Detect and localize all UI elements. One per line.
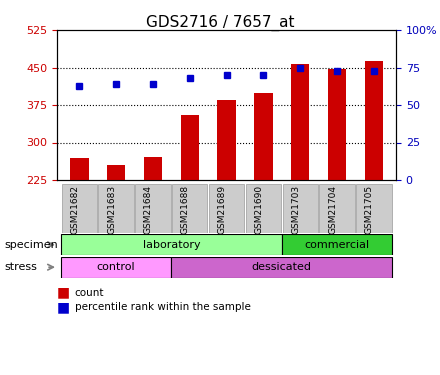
Bar <box>172 184 207 232</box>
Bar <box>70 158 88 180</box>
Bar <box>144 156 162 180</box>
Bar <box>291 64 309 180</box>
Text: GSM21703: GSM21703 <box>291 185 300 234</box>
Bar <box>365 61 383 180</box>
Text: dessicated: dessicated <box>252 262 312 272</box>
Text: GDS2716 / 7657_at: GDS2716 / 7657_at <box>146 15 294 31</box>
Text: GSM21684: GSM21684 <box>144 185 153 234</box>
Text: GSM21683: GSM21683 <box>107 185 116 234</box>
Bar <box>282 234 392 255</box>
Text: GSM21705: GSM21705 <box>365 185 374 234</box>
Text: GSM21690: GSM21690 <box>254 185 264 234</box>
Text: ■: ■ <box>57 300 70 315</box>
Bar <box>180 115 199 180</box>
Text: GSM21682: GSM21682 <box>70 185 79 234</box>
Text: GSM21689: GSM21689 <box>218 185 227 234</box>
Text: percentile rank within the sample: percentile rank within the sample <box>75 303 251 312</box>
Text: specimen: specimen <box>4 240 58 250</box>
Text: GSM21688: GSM21688 <box>181 185 190 234</box>
Bar <box>246 184 281 232</box>
Bar <box>328 69 346 180</box>
Bar <box>135 184 171 232</box>
Bar <box>61 257 171 278</box>
Text: control: control <box>97 262 136 272</box>
Bar <box>319 184 355 232</box>
Text: GSM21704: GSM21704 <box>328 185 337 234</box>
Bar <box>209 184 244 232</box>
Text: count: count <box>75 288 104 297</box>
Text: laboratory: laboratory <box>143 240 200 250</box>
Bar <box>61 234 282 255</box>
Text: stress: stress <box>4 262 37 272</box>
Bar <box>356 184 392 232</box>
Bar <box>171 257 392 278</box>
Text: commercial: commercial <box>304 240 370 250</box>
Bar <box>254 93 273 180</box>
Text: ■: ■ <box>57 285 70 300</box>
Bar <box>282 184 318 232</box>
Bar <box>107 165 125 180</box>
Bar <box>62 184 97 232</box>
Bar <box>99 184 134 232</box>
Bar <box>217 100 236 180</box>
